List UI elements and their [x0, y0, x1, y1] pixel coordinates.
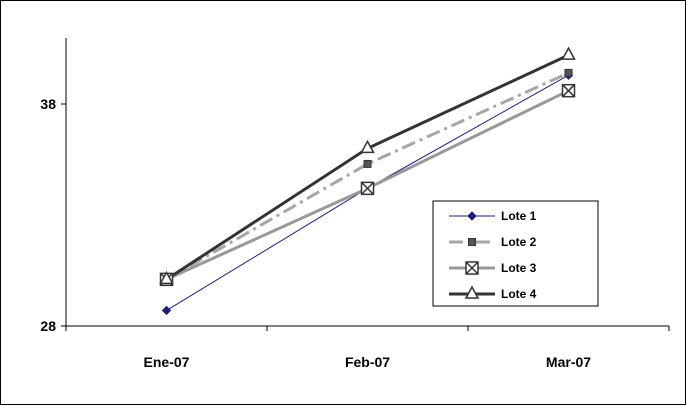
data-point-lote-1 [161, 305, 172, 316]
x-tick-label: Mar-07 [546, 354, 591, 370]
series-line-lote-2 [165, 71, 570, 281]
legend-marker-lote-3 [465, 261, 479, 275]
data-point-lote-3 [360, 181, 375, 196]
x-tick-label: Ene-07 [144, 354, 190, 370]
legend-label-lote-3: Lote 3 [501, 261, 537, 275]
legend-label-lote-1: Lote 1 [501, 209, 537, 223]
data-point-lote-4 [561, 46, 576, 60]
data-point-lote-4 [360, 139, 375, 154]
data-point-lote-4 [159, 270, 174, 285]
y-tick-label: 28 [40, 318, 56, 334]
legend-box [432, 200, 599, 307]
legend: Lote 1 Lote 2 Lote 3 Lote 4 [432, 200, 599, 307]
x-tick-label: Feb-07 [345, 354, 390, 370]
data-point-lote-2 [564, 68, 573, 77]
legend-label-lote-2: Lote 2 [501, 235, 537, 249]
legend-label-lote-4: Lote 4 [501, 287, 537, 301]
data-point-lote-2 [363, 159, 372, 168]
axes: 28 38 Ene-07 Feb-07 Mar-07 [40, 38, 670, 370]
legend-marker-lote-2 [468, 238, 476, 246]
legend-marker-lote-4 [464, 285, 480, 299]
series-layer [159, 46, 576, 316]
data-point-lote-3 [561, 83, 576, 98]
y-tick-label: 38 [40, 96, 56, 112]
legend-marker-lote-1 [467, 211, 477, 221]
